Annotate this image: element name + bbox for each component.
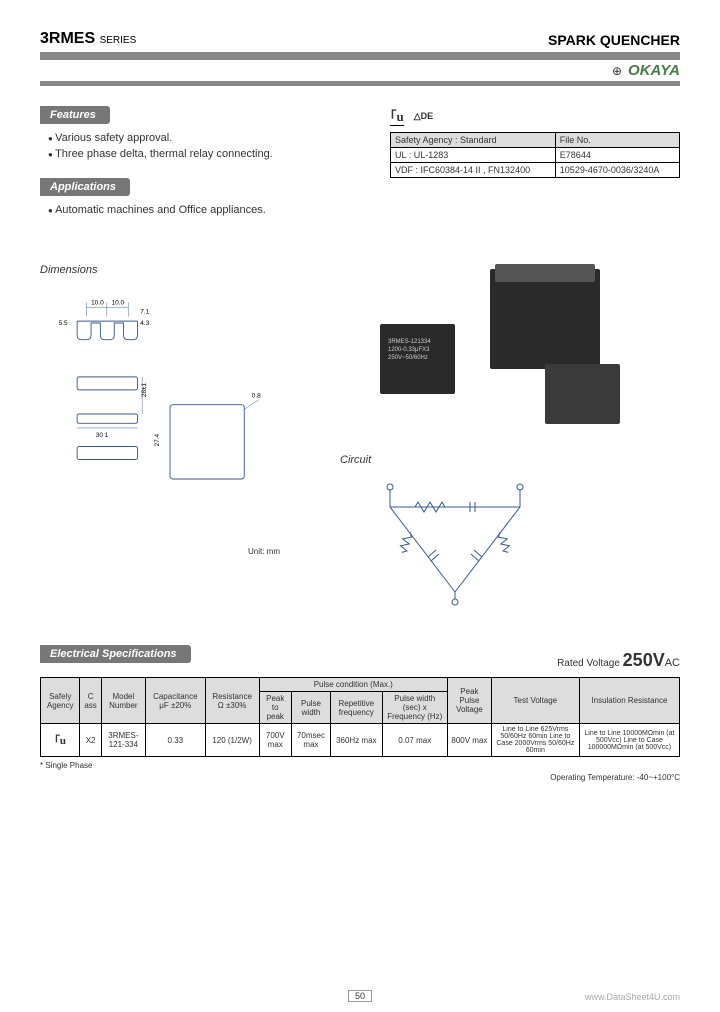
applications-header: Applications (40, 178, 130, 196)
operating-temp: Operating Temperature: -40~+100°C (40, 773, 680, 782)
rated-voltage: Rated Voltage 250VAC (557, 650, 680, 671)
unit-label: Unit: mm (40, 547, 280, 556)
svg-text:27.4: 27.4 (154, 433, 161, 446)
application-item: Automatic machines and Office appliances… (48, 204, 370, 216)
header-bar (40, 52, 680, 60)
header-bar-thin (40, 81, 680, 86)
svg-text:0.8: 0.8 (252, 392, 261, 399)
svg-text:10.0: 10.0 (91, 299, 104, 306)
feature-item: Three phase delta, thermal relay connect… (48, 148, 370, 160)
features-header: Features (40, 106, 110, 124)
footnote: * Single Phase (40, 761, 680, 770)
cert-marks: ｢u △DE (390, 106, 680, 126)
brand-symbol: ⊕ (612, 64, 622, 78)
table-row: ｢u X2 3RMES-121-334 0.33 120 (1/2W) 700V… (41, 724, 680, 757)
svg-text:28±1: 28±1 (141, 382, 148, 397)
brand-name: OKAYA (628, 62, 680, 79)
applications-list: Automatic machines and Office appliances… (48, 204, 370, 216)
dimensions-drawing: 10.0 10.0 7.1 4.3 5.5 28±1 30 1 (40, 284, 300, 544)
series-title: 3RMES SERIES (40, 30, 136, 48)
spec-header: Electrical Specifications (40, 645, 191, 663)
watermark: www.DataSheet4U.com (585, 992, 680, 1002)
dimensions-label: Dimensions (40, 264, 320, 276)
svg-text:5.5: 5.5 (59, 320, 68, 327)
svg-text:4.3: 4.3 (140, 320, 149, 327)
page-number: 50 (348, 990, 372, 1002)
circuit-diagram (340, 472, 570, 612)
svg-text:7.1: 7.1 (140, 309, 149, 316)
product-type: SPARK QUENCHER (548, 32, 680, 48)
circuit-label: Circuit (340, 454, 680, 466)
svg-text:30 1: 30 1 (96, 432, 109, 439)
features-list: Various safety approval. Three phase del… (48, 132, 370, 160)
svg-text:10.0: 10.0 (112, 299, 125, 306)
spec-table: Safely Agency C ass Model Number Capacit… (40, 677, 680, 757)
product-photo: 3RMES-1213341200-0.33μFX3250V~50/60Hz (340, 264, 630, 444)
safety-table: Safety Agency : StandardFile No. UL : UL… (390, 132, 680, 178)
feature-item: Various safety approval. (48, 132, 370, 144)
